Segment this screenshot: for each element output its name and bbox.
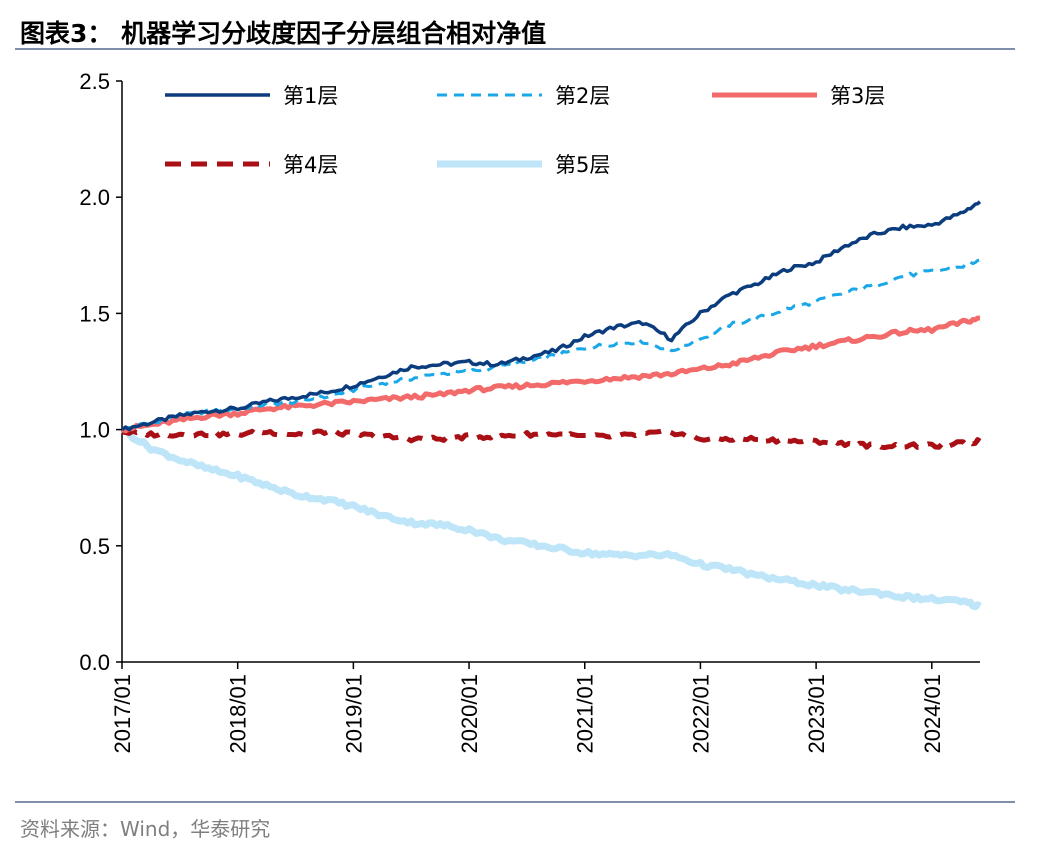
- x-tick-label: 2021/01: [573, 674, 598, 754]
- series-lines: [120, 200, 982, 611]
- x-tick-label: 2024/01: [920, 674, 945, 754]
- legend-label-3: 第3层: [830, 84, 885, 108]
- x-axis: 2017/01 2018/01 2019/01 2020/01 2021/01 2022/…: [110, 661, 980, 754]
- y-axis: 0.0 0.5 1.0 1.5 2.0 2.5: [79, 69, 123, 675]
- source-note: 资料来源：Wind，华泰研究: [20, 817, 271, 841]
- x-tick-label: 2023/01: [804, 674, 829, 754]
- x-tick-label: 2017/01: [110, 674, 135, 754]
- y-tick-label: 1.0: [79, 418, 110, 443]
- x-tick-label: 2019/01: [341, 674, 366, 754]
- legend-label-4: 第4层: [283, 153, 338, 177]
- legend-label-1: 第1层: [283, 84, 338, 108]
- y-tick-label: 1.5: [79, 301, 110, 326]
- top-rule: [15, 48, 1015, 50]
- legend-label-5: 第5层: [555, 153, 610, 177]
- legend-label-2: 第2层: [555, 84, 610, 108]
- y-tick-label: 2.5: [79, 69, 110, 94]
- y-tick-label: 2.0: [79, 185, 110, 210]
- x-tick-label: 2020/01: [457, 674, 482, 754]
- x-tick-label: 2018/01: [226, 674, 251, 754]
- y-tick-label: 0.0: [79, 650, 110, 675]
- series-line-4: [121, 427, 982, 451]
- bottom-rule: [15, 801, 1015, 803]
- series-line-1: [120, 200, 982, 432]
- series-line-5: [121, 426, 982, 611]
- x-tick-label: 2022/01: [688, 674, 713, 754]
- line-chart: 0.0 0.5 1.0 1.5 2.0 2.5 2017/01 2018/01 2019/01…: [79, 69, 982, 754]
- figure-title: 图表3： 机器学习分歧度因子分层组合相对净值: [20, 19, 547, 48]
- y-tick-label: 0.5: [79, 534, 110, 559]
- series-line-3: [121, 315, 981, 434]
